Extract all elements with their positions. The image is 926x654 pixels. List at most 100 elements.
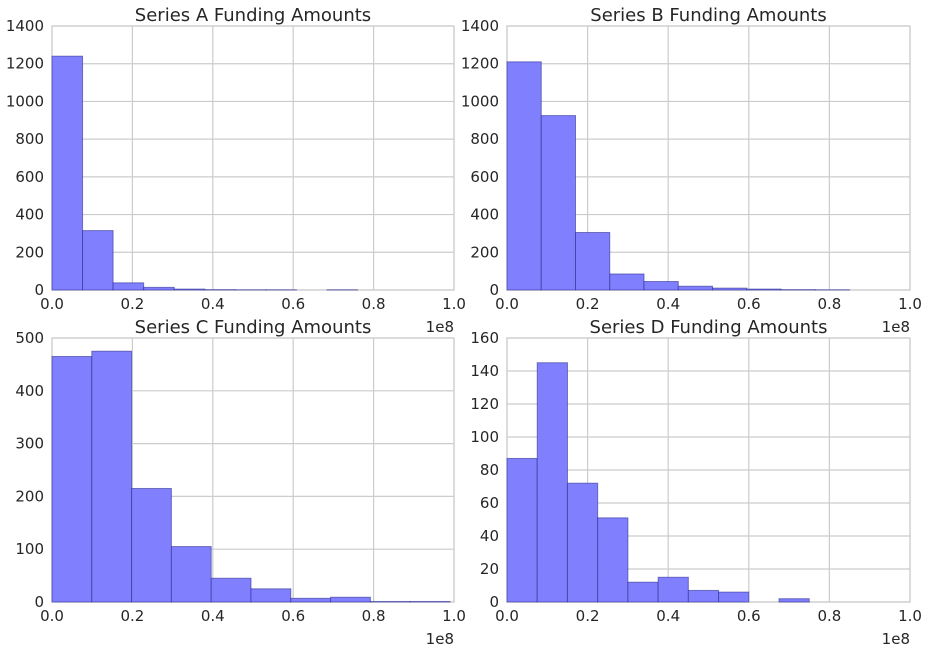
histogram-bar [173,288,206,291]
x-offset-label: 1e8 [882,318,910,336]
y-tick-label: 160 [470,329,499,347]
y-tick-label: 100 [470,428,499,446]
panel-title: Series B Funding Amounts [590,5,826,26]
histogram-bar [51,55,84,291]
x-offset-label: 1e8 [426,318,454,336]
x-tick-label: 0.6 [281,607,305,625]
histogram-bar [657,576,689,603]
y-tick-label: 1400 [461,17,499,35]
panel-series-c: 0.0 0.2 0.4 0.6 0.8 1.0 0 100 200 300 400 500 1e8 Ser… [15,317,466,648]
histogram-bar [82,230,114,291]
x-tick-label: 0.2 [120,295,144,313]
y-tick-label: 600 [15,168,44,186]
histogram-bar [51,355,93,603]
x-tick-label: 0.4 [656,607,680,625]
x-tick-label: 0.6 [737,607,761,625]
panel-title: Series C Funding Amounts [135,317,372,338]
y-tick-label: 20 [480,560,499,578]
y-tick-label: 140 [470,362,499,380]
histogram-bar [643,281,679,291]
x-tick-label: 0.2 [576,607,600,625]
y-tick-label: 400 [15,206,44,224]
y-tick-label: 1000 [6,92,44,110]
y-tick-label: 200 [470,243,499,261]
histogram-bar [112,282,145,291]
histogram-bar [540,115,577,291]
histogram-bar [250,588,292,603]
histogram-bar [597,517,629,603]
panel-series-d: 0.0 0.2 0.4 0.6 0.8 1.0 0 20 40 60 80 100 120 140 160 1… [470,317,922,648]
histogram-bar [712,287,748,291]
histogram-bar [677,285,714,291]
x-tick-label: 0.0 [495,295,519,313]
x-tick-label: 0.2 [120,607,144,625]
x-tick-label: 0.8 [362,295,386,313]
y-tick-label: 500 [15,329,44,347]
panel-title: Series D Funding Amounts [590,317,828,338]
y-tick-label: 1000 [461,92,499,110]
y-tick-label: 800 [470,130,499,148]
y-tick-label: 80 [480,461,499,479]
histogram-bar [170,546,212,603]
x-tick-label: 0.4 [656,295,680,313]
x-tick-label: 0.8 [362,607,386,625]
y-tick-label: 100 [15,540,44,558]
x-tick-label: 0.6 [281,295,305,313]
x-tick-label: 0.0 [40,295,64,313]
histogram-bar [330,596,371,603]
y-tick-label: 1200 [461,55,499,73]
y-tick-label: 200 [15,487,44,505]
histogram-bar [290,597,332,603]
y-tick-label: 120 [470,395,499,413]
y-tick-label: 1200 [6,55,44,73]
x-tick-label: 0.8 [817,607,841,625]
histogram-bar [778,598,810,603]
histogram-bar [627,581,659,603]
x-tick-label: 0.4 [201,295,225,313]
histogram-bar [575,231,611,291]
y-tick-label: 600 [470,168,499,186]
y-tick-label: 40 [480,527,499,545]
y-tick-label: 0 [34,593,44,611]
y-tick-label: 0 [489,281,499,299]
plot-area [51,25,455,291]
histogram-bar [91,350,133,603]
y-tick-label: 800 [15,130,44,148]
histogram-bar [718,591,750,603]
histogram-bar [131,487,172,603]
y-tick-label: 1400 [6,17,44,35]
y-tick-label: 200 [15,243,44,261]
y-tick-label: 0 [489,593,499,611]
y-tick-label: 400 [470,206,499,224]
histogram-bar [506,457,538,603]
x-tick-label: 1.0 [898,607,922,625]
histogram-bar [687,589,720,603]
x-tick-label: 1.0 [442,295,466,313]
histogram-bar [143,286,175,291]
panel-series-a: 0.0 0.2 0.4 0.6 0.8 1.0 0 200 400 600 800 1000 1200 1… [6,5,466,336]
histogram-bar [566,482,599,603]
histogram-bar [609,273,645,291]
x-tick-label: 1.0 [898,295,922,313]
histogram-bar [369,600,411,603]
panel-series-b: 0.0 0.2 0.4 0.6 0.8 1.0 0 200 400 600 800 1000 1200 1… [461,5,922,336]
histogram-bar [210,577,252,603]
y-tick-label: 300 [15,435,44,453]
x-tick-label: 1.0 [442,607,466,625]
y-tick-label: 0 [34,281,44,299]
panel-title: Series A Funding Amounts [135,5,371,26]
histogram-bar [536,362,568,603]
x-tick-label: 0.0 [495,607,519,625]
x-tick-label: 0.8 [817,295,841,313]
y-tick-label: 60 [480,494,499,512]
x-tick-label: 0.0 [40,607,64,625]
x-tick-label: 0.2 [576,295,600,313]
x-offset-label: 1e8 [882,630,910,648]
x-offset-label: 1e8 [426,630,454,648]
histogram-bar [746,288,782,291]
histogram-bar [506,61,542,291]
y-tick-label: 400 [15,382,44,400]
x-tick-label: 0.4 [201,607,225,625]
x-tick-label: 0.6 [737,295,761,313]
